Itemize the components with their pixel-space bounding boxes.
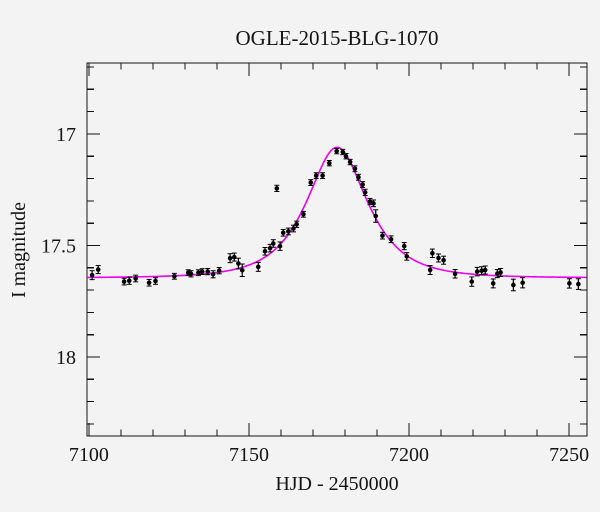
x-axis-label: HJD - 2450000 [275,473,398,495]
photometry-point [373,213,379,219]
photometry-point [188,271,194,277]
photometry-point [380,233,385,238]
photometry-point [153,278,158,284]
photometry-point [498,270,503,275]
photometry-point [267,245,273,251]
y-axis-label: I magnitude [8,202,30,298]
photometry-point [216,268,222,273]
photometry-point [441,257,446,263]
x-tick-label: 7250 [549,444,589,466]
photometry-point [360,182,365,187]
y-tick-labels: 17 17.5 18 [41,124,76,369]
photometry-point [482,267,488,273]
photometry-point [227,255,233,261]
photometry-point [436,255,441,261]
photometry-point [576,281,581,287]
photometry-point [239,267,245,273]
photometry-point [172,273,177,279]
photometry-point [286,229,291,234]
photometry-point [294,221,299,227]
photometry-point [277,243,283,249]
photometry-point [308,180,314,185]
model-curve [86,146,587,279]
photometry-point [95,267,101,272]
photometry-point [388,236,394,242]
photometry-point [89,272,95,278]
photometry-point [479,268,484,273]
chart-title: OGLE-2015-BLG-1070 [236,26,439,50]
photometry-point [490,281,496,286]
photometry-point [231,254,237,260]
photometry-point [404,254,410,259]
photometry-point [199,269,205,274]
photometry-point [280,230,286,236]
x-tick-label: 7200 [389,444,429,466]
photometry-point [126,278,132,284]
photometry-point [301,211,306,217]
photometry-point [469,279,475,284]
plot-border [86,62,588,437]
x-tick-labels: 7100 7150 7200 7250 [69,444,589,466]
photometry-point [371,201,376,206]
photometry-point [313,173,319,178]
y-tick-label: 17 [56,124,76,146]
axis-ticks [87,63,587,436]
photometry-point [196,270,201,276]
photometry-point [347,159,353,165]
photometry-point [356,174,361,180]
photometry-point [146,280,152,286]
photometry-point [567,281,572,286]
photometry-point [362,190,368,195]
photometry-point [401,243,407,249]
photometry-point [270,241,276,246]
photometry-point [343,153,349,159]
data-points [89,147,581,292]
photometry-point [430,250,435,256]
photometry-point [274,186,280,191]
photometry-point [255,264,261,270]
photometry-point [133,276,138,281]
photometry-point [262,248,268,254]
photometry-point [334,148,339,154]
photometry-point [205,269,210,274]
photometry-point [121,279,127,284]
x-tick-label: 7150 [229,444,269,466]
photometry-point [520,280,525,286]
photometry-point [427,267,433,273]
photometry-point [320,173,325,178]
photometry-point [352,166,358,172]
photometry-point [327,160,332,166]
photometry-point [511,282,516,288]
photometry-point [236,261,241,266]
y-tick-label: 18 [56,347,76,369]
photometry-point [210,271,216,277]
photometry-point [452,271,458,277]
x-tick-label: 7100 [69,444,109,466]
y-tick-label: 17.5 [41,235,76,257]
photometry-point [474,269,480,274]
